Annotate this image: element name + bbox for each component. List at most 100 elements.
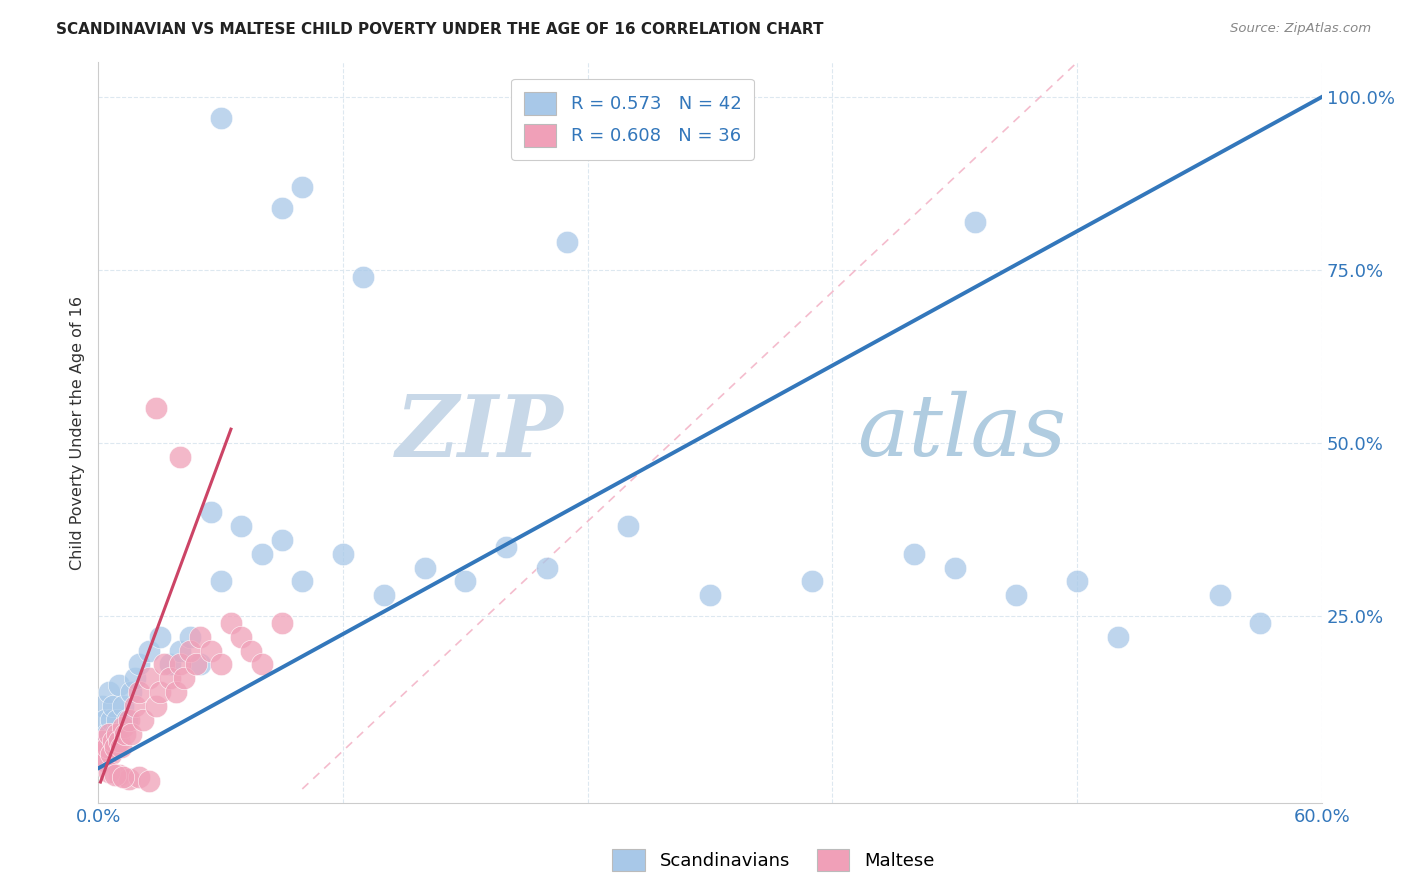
Point (209, 574, 232, 589)
Point (89, 747, 111, 762)
Point (159, 671, 181, 685)
Point (413, 560, 436, 574)
Point (91, 733, 114, 747)
Point (240, 643, 263, 657)
Point (108, 733, 131, 747)
Text: atlas: atlas (856, 392, 1066, 474)
Point (801, 574, 824, 589)
Point (111, 770, 134, 784)
Point (373, 588, 395, 602)
Point (200, 643, 222, 657)
Point (110, 740, 132, 755)
Point (120, 726, 142, 740)
Point (111, 698, 134, 713)
Point (291, 180, 314, 194)
Point (145, 401, 167, 416)
Point (209, 111, 232, 125)
Point (105, 726, 128, 740)
Point (108, 678, 131, 692)
Point (138, 671, 160, 685)
Point (699, 588, 721, 602)
Point (111, 720, 134, 734)
Legend: R = 0.573   N = 42, R = 0.608   N = 36: R = 0.573 N = 42, R = 0.608 N = 36 (512, 78, 754, 160)
Point (169, 643, 191, 657)
Point (149, 685, 172, 699)
Point (352, 269, 374, 284)
Point (250, 547, 273, 561)
Point (114, 726, 136, 740)
Point (124, 698, 146, 713)
Point (120, 685, 142, 699)
Point (128, 657, 150, 672)
Point (231, 630, 253, 644)
Point (219, 615, 242, 630)
Point (169, 450, 191, 464)
Point (100, 747, 122, 762)
Point (943, 560, 966, 574)
Legend: Scandinavians, Maltese: Scandinavians, Maltese (605, 842, 942, 879)
Point (97, 726, 120, 740)
Point (332, 547, 354, 561)
Text: SCANDINAVIAN VS MALTESE CHILD POVERTY UNDER THE AGE OF 16 CORRELATION CHART: SCANDINAVIAN VS MALTESE CHILD POVERTY UN… (56, 22, 824, 37)
Point (96, 726, 118, 740)
Point (270, 615, 294, 630)
Point (188, 630, 212, 644)
Point (250, 657, 273, 672)
Point (132, 713, 155, 727)
Point (965, 214, 987, 228)
Point (93, 713, 115, 727)
Point (179, 630, 201, 644)
Point (97, 764, 120, 779)
Point (270, 533, 294, 547)
Point (105, 713, 128, 727)
Point (209, 657, 232, 672)
Point (495, 540, 517, 554)
Point (555, 235, 579, 250)
Point (118, 772, 141, 786)
Point (115, 713, 138, 727)
Point (903, 547, 925, 561)
Point (118, 713, 141, 727)
Point (1249, 615, 1271, 630)
Point (1209, 588, 1232, 602)
Point (186, 657, 208, 672)
Point (270, 201, 294, 215)
Point (91, 698, 114, 713)
Point (101, 698, 124, 713)
Point (96, 740, 118, 755)
Text: Source: ZipAtlas.com: Source: ZipAtlas.com (1230, 22, 1371, 36)
Point (100, 713, 122, 727)
Point (169, 657, 191, 672)
Point (104, 740, 127, 755)
Point (179, 643, 201, 657)
Point (128, 770, 150, 784)
Point (173, 671, 195, 685)
Point (93, 754, 115, 768)
Point (291, 574, 314, 589)
Point (149, 630, 172, 644)
Point (159, 657, 181, 672)
Point (1066, 574, 1088, 589)
Point (138, 773, 160, 788)
Point (1004, 588, 1026, 602)
Point (165, 685, 187, 699)
Point (152, 657, 174, 672)
Text: ZIP: ZIP (395, 391, 564, 475)
Point (536, 560, 558, 574)
Point (200, 505, 222, 519)
Point (145, 698, 167, 713)
Point (617, 519, 640, 533)
Point (104, 726, 127, 740)
Point (104, 768, 127, 782)
Point (231, 519, 253, 533)
Point (188, 657, 212, 672)
Y-axis label: Child Poverty Under the Age of 16: Child Poverty Under the Age of 16 (69, 295, 84, 570)
Point (1107, 630, 1129, 644)
Point (101, 733, 124, 747)
Point (128, 685, 150, 699)
Point (108, 768, 131, 782)
Point (97, 685, 120, 699)
Point (124, 671, 146, 685)
Point (454, 574, 477, 589)
Point (138, 643, 160, 657)
